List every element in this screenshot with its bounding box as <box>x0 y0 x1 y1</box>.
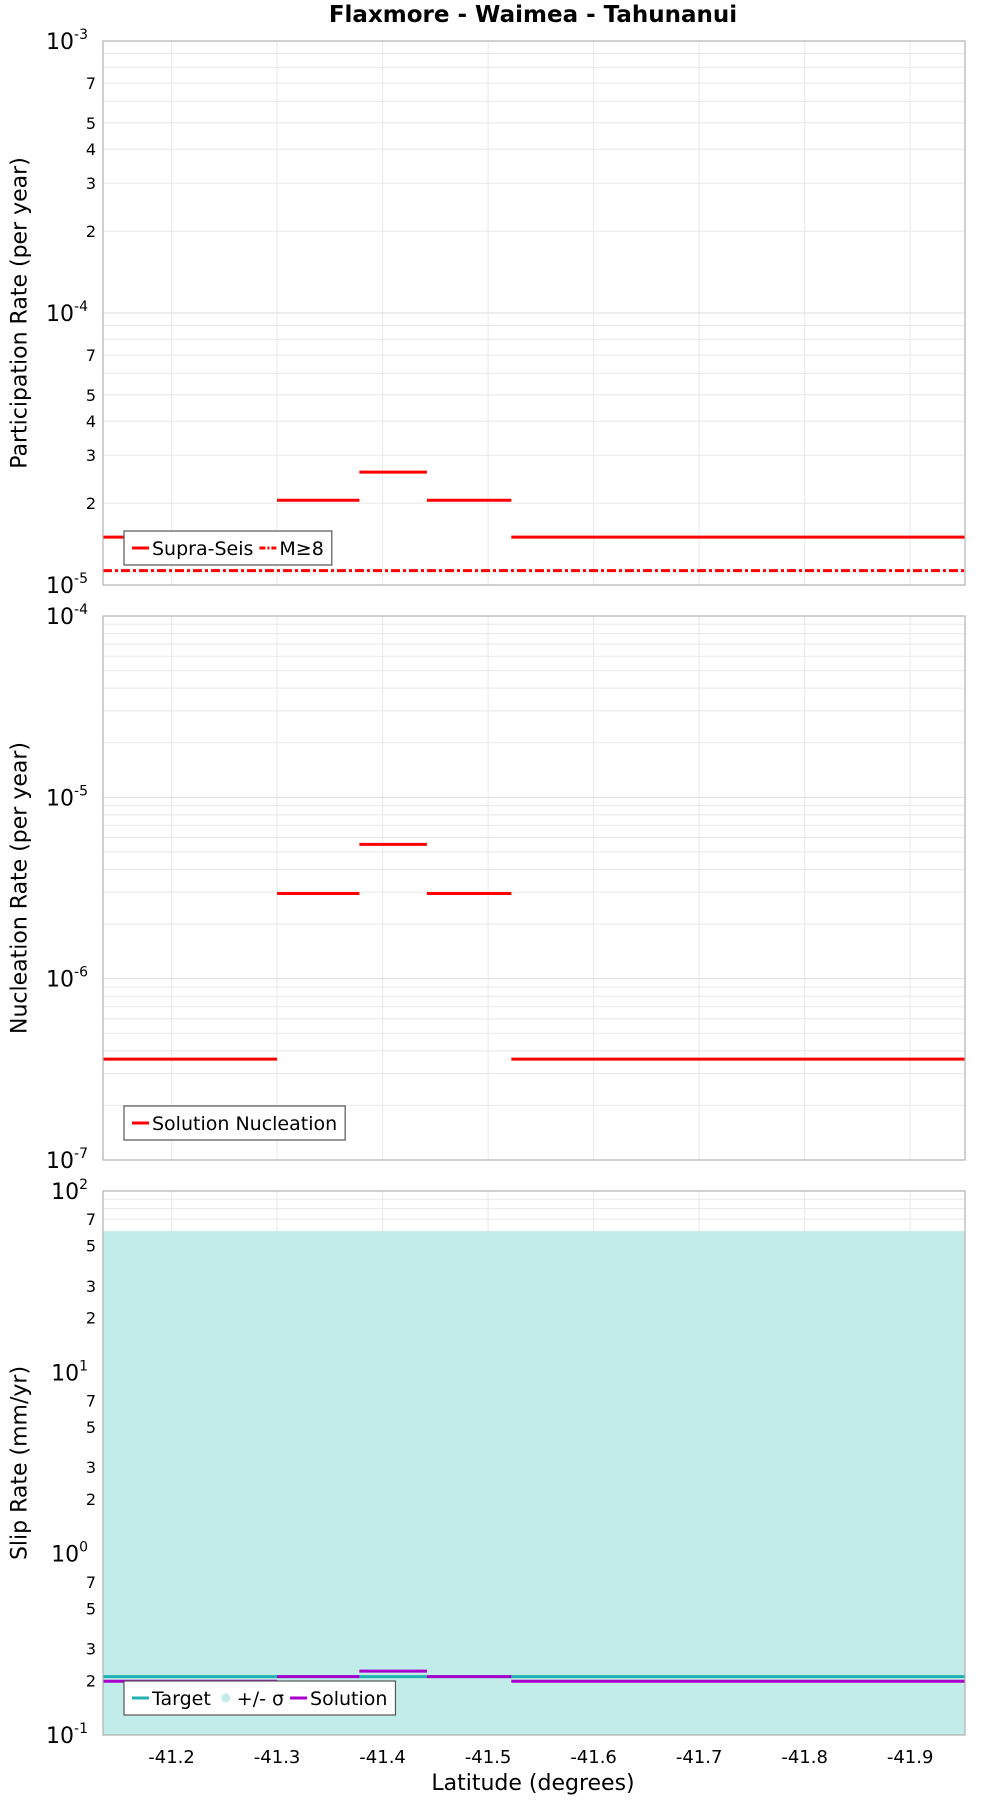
x-tick-label: -41.7 <box>676 1747 723 1768</box>
y-tick-label: 10-7 <box>46 1146 88 1174</box>
y-minor-tick-label: 4 <box>86 412 96 431</box>
legend-label: Supra-Seis <box>152 538 253 560</box>
legend: Solution Nucleation <box>123 1105 346 1141</box>
plot-frame <box>102 1190 966 1736</box>
y-minor-tick-label: 3 <box>86 1639 96 1658</box>
y-tick-label: 10-3 <box>46 27 88 55</box>
y-minor-tick-label: 2 <box>86 222 96 241</box>
y-minor-tick-label: 2 <box>86 494 96 513</box>
y-minor-tick-label: 3 <box>86 1277 96 1296</box>
sigma-band <box>103 1231 965 1735</box>
y-minor-tick-label: 7 <box>86 74 96 93</box>
y-minor-tick-label: 2 <box>86 1490 96 1509</box>
y-minor-tick-label: 3 <box>86 1458 96 1477</box>
y-minor-tick-label: 7 <box>86 1391 96 1410</box>
legend-label: +/- σ <box>237 1688 284 1710</box>
panel-3: 102 101 100 10-1 7 5 3 2 7 5 3 2 7 5 3 2 Slip Rate (mm/y… <box>8 1177 966 1749</box>
y-axis-label: Slip Rate (mm/yr) <box>8 1366 33 1560</box>
x-tick-label: -41.2 <box>148 1747 195 1768</box>
y-minor-tick-label: 5 <box>86 1237 96 1256</box>
y-minor-tick-label: 7 <box>86 1573 96 1592</box>
panel-2: 10-4 10-5 10-6 10-7 Nucleation Rate (per yea… <box>8 602 966 1174</box>
legend-box <box>123 1680 397 1716</box>
y-minor-tick-label: 2 <box>86 1671 96 1690</box>
y-axis-label: Nucleation Rate (per year) <box>8 742 33 1034</box>
y-minor-tick-label: 3 <box>86 446 96 465</box>
y-minor-tick-label: 3 <box>86 174 96 193</box>
legend: Target +/- σ Solution <box>123 1680 397 1716</box>
legend-label: Target <box>151 1688 211 1710</box>
legend-box <box>123 530 333 566</box>
y-minor-tick-label: 4 <box>86 140 96 159</box>
y-tick-label: 100 <box>51 1540 88 1568</box>
x-tick-label: -41.8 <box>781 1747 828 1768</box>
y-minor-tick-label: 7 <box>86 1210 96 1229</box>
y-tick-label: 10-4 <box>46 299 88 327</box>
y-tick-label: 10-4 <box>46 602 88 630</box>
y-minor-tick-label: 5 <box>86 1599 96 1618</box>
y-minor-tick-label: 5 <box>86 386 96 405</box>
y-tick-label: 101 <box>51 1358 88 1386</box>
legend-label: Solution <box>310 1688 387 1710</box>
y-tick-label: 10-5 <box>46 783 88 811</box>
y-minor-tick-label: 7 <box>86 346 96 365</box>
x-axis-label: Latitude (degrees) <box>431 1771 634 1796</box>
y-minor-tick-label: 2 <box>86 1309 96 1328</box>
y-minor-tick-label: 5 <box>86 114 96 133</box>
x-tick-label: -41.6 <box>570 1747 617 1768</box>
chart-title: Flaxmore - Waimea - Tahunanui <box>329 2 737 28</box>
y-minor-tick-label: 5 <box>86 1418 96 1437</box>
legend-label: Solution Nucleation <box>152 1113 337 1135</box>
legend-label: M≥8 <box>279 538 323 560</box>
plot-frame <box>102 40 966 586</box>
y-tick-label: 10-5 <box>46 571 88 599</box>
legend-symbol <box>221 1693 231 1703</box>
panel-1: 10-3 10-4 10-5 7 5 4 3 2 7 5 4 3 2 Participation Rate… <box>8 27 966 599</box>
x-tick-label: -41.3 <box>254 1747 301 1768</box>
x-tick-label: -41.9 <box>887 1747 934 1768</box>
x-tick-label: -41.4 <box>359 1747 406 1768</box>
y-tick-label: 10-6 <box>46 965 88 993</box>
plot-frame <box>102 615 966 1161</box>
y-tick-label: 102 <box>51 1177 88 1205</box>
y-axis-label: Participation Rate (per year) <box>8 157 33 469</box>
x-tick-label: -41.5 <box>465 1747 512 1768</box>
legend-box <box>123 1105 346 1141</box>
y-tick-label: 10-1 <box>46 1721 88 1749</box>
legend: Supra-Seis M≥8 <box>123 530 333 566</box>
